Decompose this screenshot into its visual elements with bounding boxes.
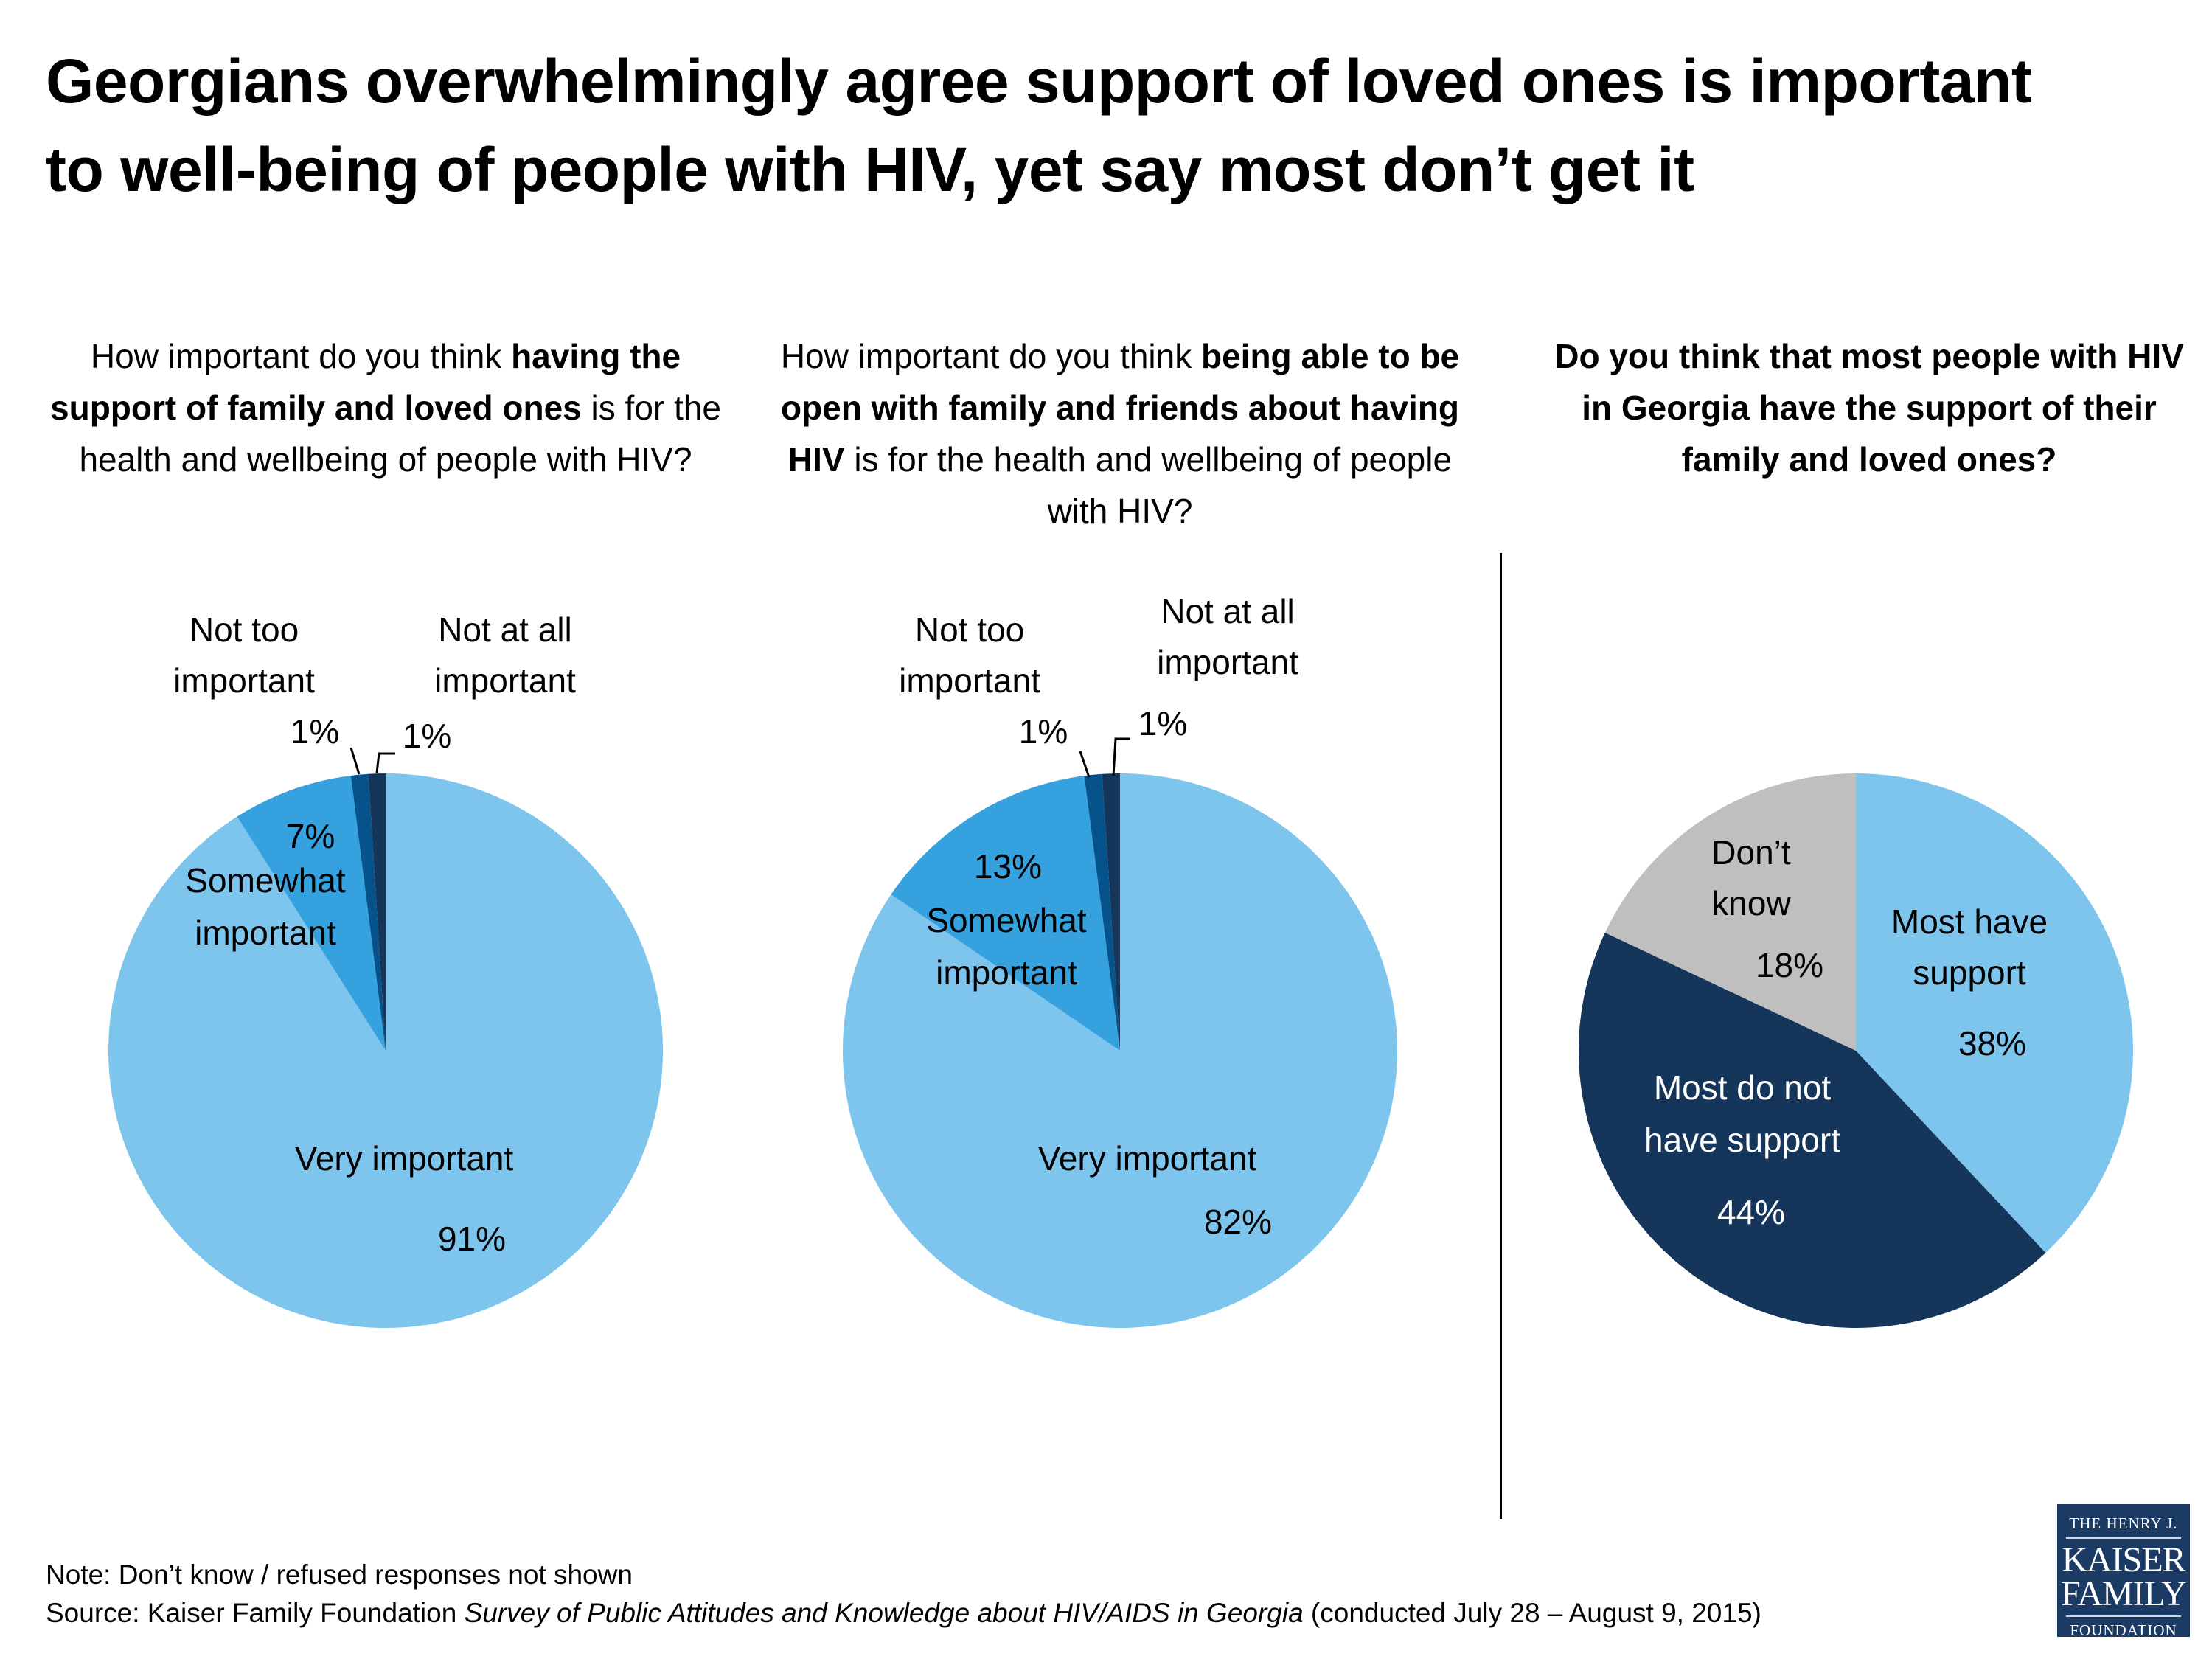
pie-slice-somewhat-important	[891, 776, 1120, 1051]
question-bold-text: having the support of family and loved o…	[50, 337, 681, 427]
label-not-too: Not too	[189, 611, 299, 649]
source-suffix: (conducted July 28 – August 9, 2015)	[1303, 1598, 1761, 1628]
value-not-too: 1%	[1019, 712, 1068, 751]
value-somewhat: 7%	[286, 817, 335, 855]
leader-line	[1112, 737, 1130, 776]
question-support: How important do you think having the su…	[39, 330, 732, 485]
title-line-2: to well-being of people with HIV, yet sa…	[46, 135, 1694, 204]
label-most-have: Most have	[1891, 902, 2048, 941]
pie-slice-very-important	[842, 773, 1397, 1328]
value-not-at-all: 1%	[403, 717, 451, 755]
label-not-at-all: Not at all	[438, 611, 572, 649]
question-have-support: Do you think that most people with HIV i…	[1554, 337, 2184, 479]
logo-rule	[2066, 1615, 2181, 1617]
label-most-do-not: Most do not	[1654, 1068, 1832, 1107]
label-not-at-all: important	[1157, 643, 1298, 681]
value-not-too: 1%	[291, 712, 339, 751]
value-very: 82%	[1204, 1203, 1272, 1241]
label-not-too: important	[173, 661, 315, 700]
pie-slice-not-too-important	[350, 773, 386, 1051]
label-very: Very important	[295, 1139, 514, 1178]
chart-title: Georgians overwhelmingly agree support o…	[46, 37, 2184, 214]
label-not-at-all: Not at all	[1161, 592, 1295, 630]
question-openness: How important do you think being able to…	[773, 330, 1467, 537]
leader-line	[349, 747, 361, 775]
source-survey-title: Survey of Public Attitudes and Knowledge…	[464, 1598, 1304, 1628]
label-not-too: important	[899, 661, 1040, 700]
label-somewhat: important	[936, 953, 1077, 992]
note-text: Note: Don’t know / refused responses not…	[46, 1559, 633, 1590]
logo-rule	[2066, 1537, 2181, 1539]
value-not-at-all: 1%	[1138, 704, 1187, 742]
label-dont-know: Don’t	[1711, 833, 1791, 872]
value-most-have: 38%	[1958, 1024, 2026, 1062]
pie-slice-not-too-important	[1084, 773, 1120, 1051]
footnotes: Note: Don’t know / refused responses not…	[46, 1556, 1761, 1632]
value-dont-know: 18%	[1756, 946, 1823, 984]
label-somewhat: important	[195, 914, 336, 952]
value-somewhat: 13%	[974, 847, 1042, 886]
pie-slice-very-important	[108, 773, 663, 1328]
pie-slice-don-t-know	[1604, 773, 1856, 1051]
logo-line: FOUNDATION	[2070, 1621, 2177, 1639]
logo-line: KAISER	[2062, 1540, 2185, 1579]
label-not-at-all: important	[434, 661, 576, 700]
question-text: How important do you think	[780, 337, 1201, 375]
source-prefix: Source: Kaiser Family Foundation	[46, 1598, 465, 1628]
label-dont-know: know	[1711, 884, 1791, 922]
pie-slice-most-have-support	[1856, 773, 2133, 1253]
logo-line: THE HENRY J.	[2069, 1514, 2178, 1532]
title-line-1: Georgians overwhelmingly agree support o…	[46, 46, 2032, 116]
panel-divider	[1500, 553, 1502, 1519]
question-text: is for the health and wellbeing of peopl…	[844, 440, 1453, 530]
kff-logo: THE HENRY J. KAISER FAMILY FOUNDATION	[2057, 1504, 2190, 1639]
value-most-do-not: 44%	[1717, 1193, 1785, 1231]
value-very: 91%	[438, 1220, 506, 1258]
label-somewhat: Somewhat	[185, 861, 346, 900]
question-bold-text: being able to be open with family and fr…	[780, 337, 1460, 479]
label-most-have: support	[1913, 953, 2026, 992]
leader-line	[1079, 751, 1091, 778]
label-very: Very important	[1038, 1139, 1257, 1178]
label-most-do-not: have support	[1644, 1121, 1840, 1159]
pie-slice-most-do-not-have-support	[1579, 932, 2046, 1328]
label-not-too: Not too	[915, 611, 1024, 649]
label-somewhat: Somewhat	[926, 901, 1087, 939]
question-text: How important do you think	[90, 337, 512, 375]
pie-slice-somewhat-important	[237, 775, 386, 1051]
leader-line	[375, 752, 395, 773]
pie-slice-not-at-all-important	[1102, 773, 1120, 1051]
question-text: is for the health and wellbeing of peopl…	[79, 389, 721, 479]
source-text: Source: Kaiser Family Foundation Survey …	[46, 1594, 1761, 1632]
logo-line: FAMILY	[2061, 1574, 2187, 1613]
pie-slice-not-at-all-important	[368, 773, 386, 1051]
